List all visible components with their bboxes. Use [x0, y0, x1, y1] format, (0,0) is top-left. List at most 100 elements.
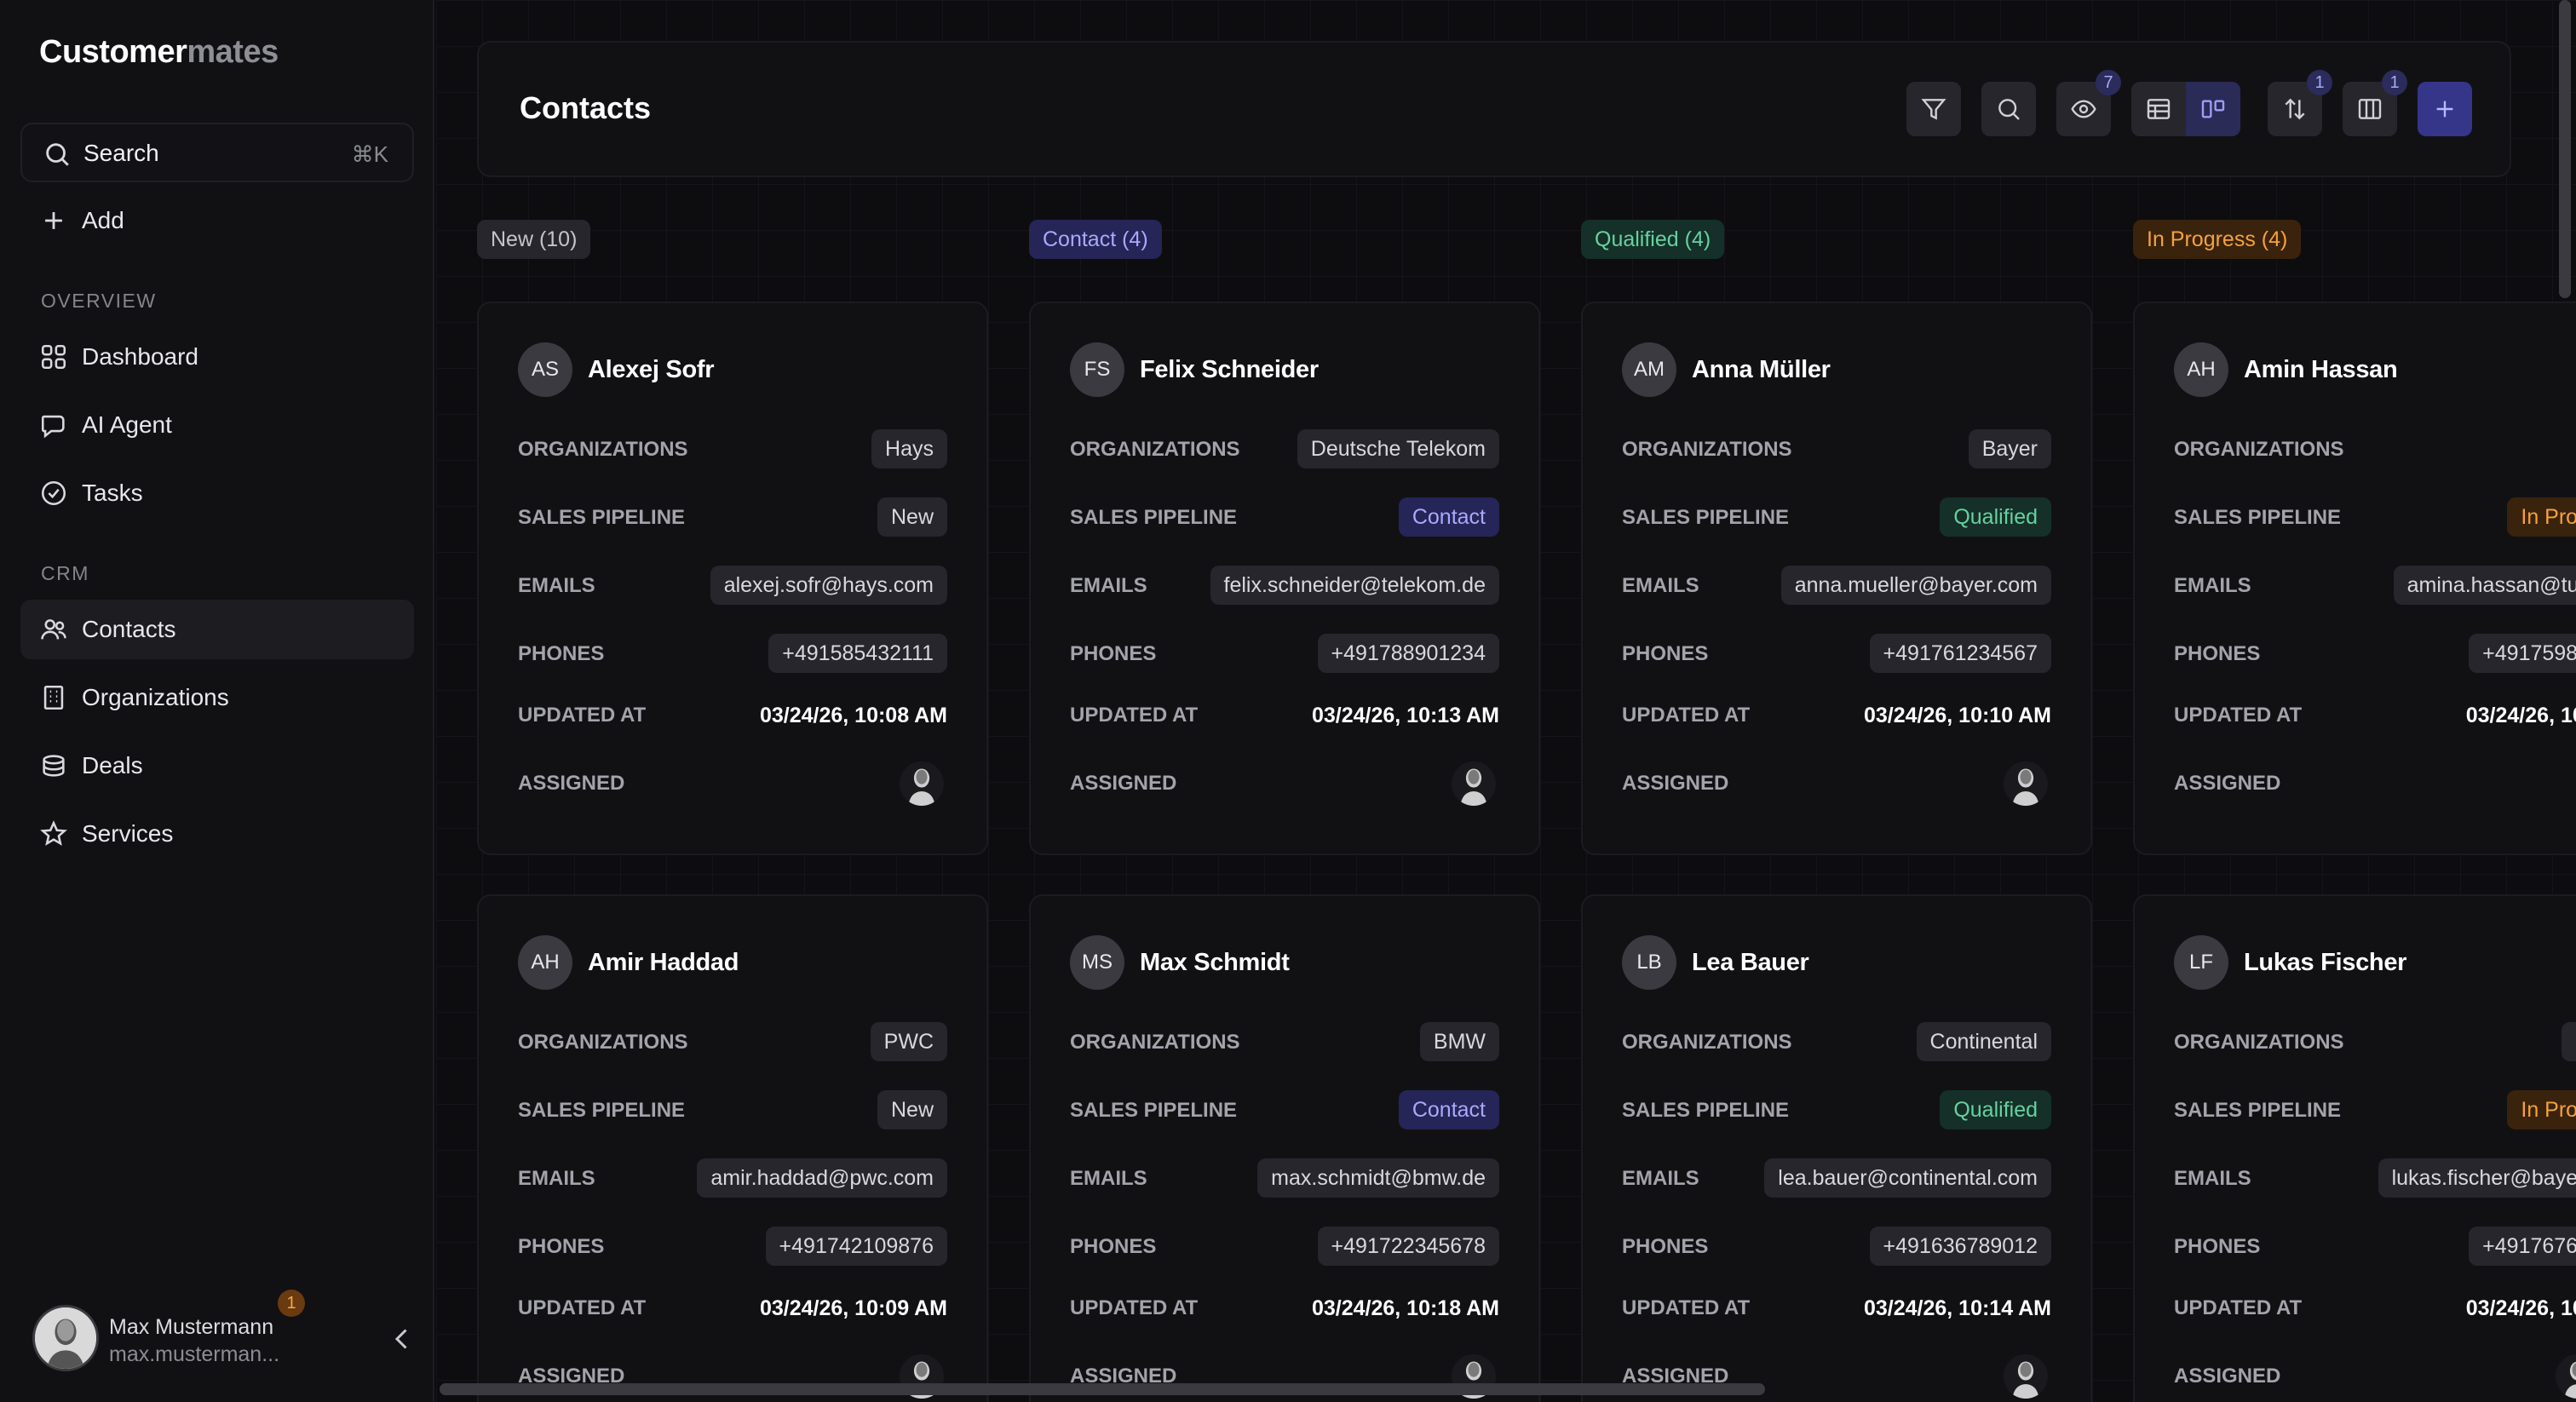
sidebar-item-deals[interactable]: Deals [20, 736, 414, 796]
email-chip[interactable]: lea.bauer@continental.com [1764, 1158, 2051, 1198]
contact-card[interactable]: MS Max Schmidt ORGANIZATIONS BMW SALES PIPEL… [1029, 894, 1540, 1402]
org-chip[interactable]: Continental [1916, 1022, 2051, 1061]
column-header-contact[interactable]: Contact (4) [1029, 220, 1162, 259]
email-chip[interactable]: lukas.fischer@bayer. [2378, 1158, 2576, 1198]
email-chip[interactable]: anna.mueller@bayer.com [1780, 566, 2051, 605]
field-label-organizations: ORGANIZATIONS [2174, 1031, 2344, 1054]
contact-card[interactable]: AS Alexej Sofr ORGANIZATIONS Hays SALES PIPE… [477, 302, 988, 855]
phone-chip[interactable]: +491761234567 [1869, 634, 2051, 673]
email-chip[interactable]: amina.hassan@tui. [2393, 566, 2576, 605]
main-board: Contacts 7 1 1 New (10) Contact (4 [436, 0, 2576, 1402]
pipeline-chip[interactable]: Contact [1398, 1090, 1499, 1129]
phone-chip[interactable]: +49176765 [2469, 1227, 2576, 1266]
org-chip[interactable]: Hays [871, 429, 947, 468]
sidebar-item-dashboard[interactable]: Dashboard [20, 327, 414, 387]
columns-button[interactable]: 1 [2343, 70, 2407, 136]
contact-name[interactable]: Felix Schneider [1140, 356, 1319, 383]
field-label-phones: PHONES [518, 1235, 605, 1258]
contact-card[interactable]: LB Lea Bauer ORGANIZATIONS Continental SALES… [1581, 894, 2092, 1402]
pipeline-chip[interactable]: Qualified [1940, 1090, 2051, 1129]
visibility-button[interactable]: 7 [2056, 70, 2121, 136]
contact-name[interactable]: Lukas Fischer [2244, 949, 2407, 976]
field-label-emails: EMAILS [518, 1167, 595, 1190]
contact-name[interactable]: Lea Bauer [1692, 949, 1809, 976]
contact-card[interactable]: AM Anna Müller ORGANIZATIONS Bayer SALES PIP… [1581, 302, 2092, 855]
email-chip[interactable]: felix.schneider@telekom.de [1210, 566, 1499, 605]
field-label-sales-pipeline: SALES PIPELINE [2174, 1099, 2342, 1122]
sidebar-item-ai-agent[interactable]: AI Agent [20, 395, 414, 455]
column-header-new[interactable]: New (10) [477, 220, 591, 259]
pipeline-chip[interactable]: Contact [1398, 497, 1499, 537]
sort-button[interactable]: 1 [2268, 70, 2332, 136]
contact-name[interactable]: Amir Haddad [588, 949, 739, 976]
user-profile[interactable]: Max Mustermann max.musterman... 1 [32, 1290, 417, 1373]
chat-icon [41, 415, 65, 439]
search-toolbar-button[interactable] [1981, 82, 2036, 136]
add-contact-button[interactable] [2418, 82, 2472, 136]
pipeline-chip[interactable]: In Prog [2507, 1090, 2576, 1129]
contact-avatar: LF [2174, 935, 2228, 990]
email-chip[interactable]: alexej.sofr@hays.com [710, 566, 947, 605]
pipeline-chip[interactable]: In Prog [2507, 497, 2576, 537]
contact-name[interactable]: Anna Müller [1692, 356, 1831, 383]
phone-chip[interactable]: +491722345678 [1317, 1227, 1499, 1266]
pipeline-chip[interactable]: New [877, 1090, 947, 1129]
org-chip[interactable]: Bayer [1968, 429, 2051, 468]
add-button[interactable]: Add [20, 191, 414, 250]
contact-name[interactable]: Max Schmidt [1140, 949, 1290, 976]
sidebar-item-tasks[interactable]: Tasks [20, 463, 414, 523]
assignee-avatar[interactable] [900, 761, 944, 806]
contact-card[interactable]: AH Amin Hassan ORGANIZATIONS SALES PIPELINE… [2133, 302, 2576, 855]
field-label-emails: EMAILS [1622, 574, 1699, 597]
field-label-organizations: ORGANIZATIONS [1070, 438, 1240, 461]
assignee-avatar[interactable] [2004, 1354, 2048, 1399]
org-chip[interactable]: Deutsche Telekom [1297, 429, 1499, 468]
phone-chip[interactable]: +49175987 [2469, 634, 2576, 673]
sidebar-item-contacts[interactable]: Contacts [20, 600, 414, 659]
updated-at-value: 03/24/26, 10:0 [2465, 704, 2576, 727]
phone-chip[interactable]: +491585432111 [768, 634, 947, 673]
horizontal-scrollbar[interactable] [440, 1383, 1765, 1395]
section-overview: OVERVIEW [41, 290, 157, 312]
field-label-emails: EMAILS [518, 574, 595, 597]
org-chip[interactable]: PWC [870, 1022, 947, 1061]
sidebar-item-organizations[interactable]: Organizations [20, 668, 414, 727]
phone-chip[interactable]: +491742109876 [765, 1227, 947, 1266]
app-logo[interactable]: Customermates [39, 34, 279, 70]
contact-card[interactable]: FS Felix Schneider ORGANIZATIONS Deutsche T… [1029, 302, 1540, 855]
contact-card[interactable]: AH Amir Haddad ORGANIZATIONS PWC SALES PIPEL… [477, 894, 988, 1402]
assignee-avatar[interactable] [2004, 761, 2048, 806]
chevron-left-icon[interactable] [387, 1324, 417, 1354]
filter-button[interactable] [1906, 82, 1961, 136]
assignee-avatar[interactable] [1452, 761, 1496, 806]
contact-name[interactable]: Alexej Sofr [588, 356, 715, 383]
sidebar: Customermates Search ⌘K Add OVERVIEW Das… [0, 0, 434, 1402]
phone-chip[interactable]: +491788901234 [1317, 634, 1499, 673]
avatar [32, 1305, 99, 1371]
pipeline-chip[interactable]: New [877, 497, 947, 537]
users-icon [41, 619, 66, 640]
contact-name[interactable]: Amin Hassan [2244, 356, 2398, 383]
sidebar-item-label: Organizations [82, 684, 229, 710]
phone-chip[interactable]: +491636789012 [1869, 1227, 2051, 1266]
email-chip[interactable]: amir.haddad@pwc.com [697, 1158, 947, 1198]
field-label-organizations: ORGANIZATIONS [518, 438, 688, 461]
field-label-emails: EMAILS [1070, 1167, 1147, 1190]
search-button[interactable]: Search ⌘K [20, 123, 414, 182]
field-label-organizations: ORGANIZATIONS [518, 1031, 688, 1054]
org-chip[interactable]: BMW [1419, 1022, 1499, 1061]
column-header-in-progress[interactable]: In Progress (4) [2133, 220, 2302, 259]
vertical-scrollbar[interactable] [2559, 0, 2571, 298]
sidebar-item-services[interactable]: Services [20, 804, 414, 864]
field-label-sales-pipeline: SALES PIPELINE [2174, 506, 2342, 529]
contact-avatar: AH [2174, 342, 2228, 397]
column-header-qualified[interactable]: Qualified (4) [1581, 220, 1725, 259]
org-chip[interactable]: B [2562, 1022, 2576, 1061]
contact-card[interactable]: LF Lukas Fischer ORGANIZATIONS B SALES PIPEL… [2133, 894, 2576, 1402]
assignee-avatar[interactable] [2556, 1354, 2576, 1399]
email-chip[interactable]: max.schmidt@bmw.de [1257, 1158, 1499, 1198]
kanban-view-button[interactable] [2186, 82, 2240, 136]
field-label-updated-at: UPDATED AT [1070, 1296, 1199, 1319]
table-view-button[interactable] [2131, 82, 2186, 136]
pipeline-chip[interactable]: Qualified [1940, 497, 2051, 537]
